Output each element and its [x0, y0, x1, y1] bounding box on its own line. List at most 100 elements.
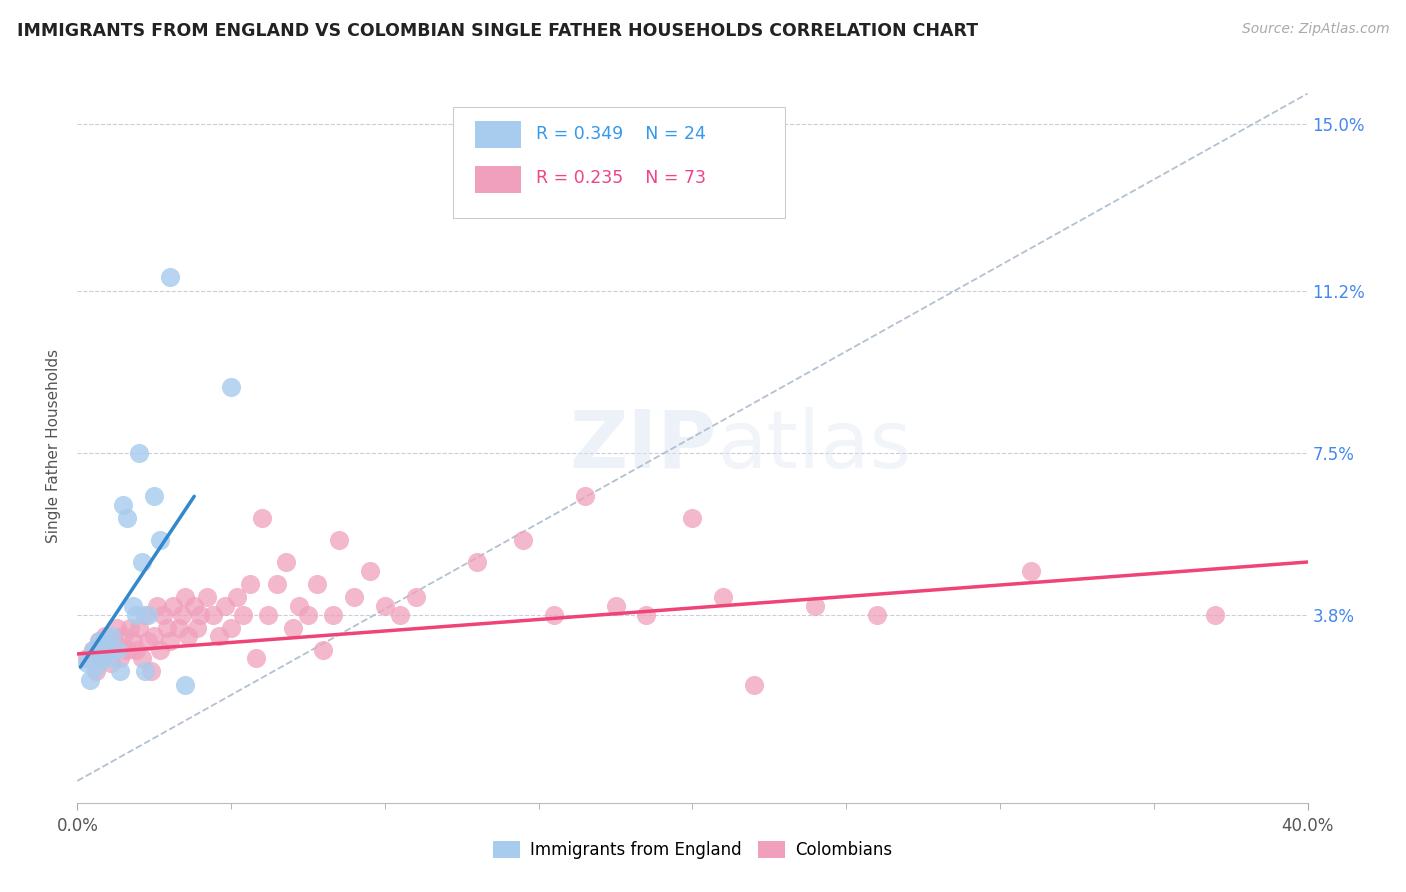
Point: [389, 607, 412, 622]
Point: [312, 642, 335, 657]
Point: [328, 533, 350, 548]
Point: [87, 633, 110, 648]
Point: [682, 511, 704, 525]
Point: [131, 651, 153, 665]
Point: [245, 651, 267, 665]
Point: [250, 511, 273, 525]
Text: Source: ZipAtlas.com: Source: ZipAtlas.com: [1241, 22, 1389, 37]
Point: [543, 607, 565, 622]
Point: [115, 642, 138, 657]
Point: [118, 621, 141, 635]
Point: [512, 533, 534, 548]
Point: [110, 665, 132, 679]
Text: atlas: atlas: [717, 407, 911, 485]
Point: [143, 629, 166, 643]
Point: [343, 590, 366, 604]
Point: [84, 660, 107, 674]
Point: [257, 607, 280, 622]
Point: [128, 621, 150, 635]
Point: [79, 673, 101, 688]
Point: [125, 607, 148, 622]
Point: [276, 555, 298, 569]
Point: [131, 555, 153, 569]
Point: [281, 621, 304, 635]
Point: [152, 607, 174, 622]
FancyBboxPatch shape: [475, 166, 522, 193]
Point: [804, 599, 827, 613]
Text: R = 0.235    N = 73: R = 0.235 N = 73: [536, 169, 706, 187]
Point: [405, 590, 427, 604]
Point: [465, 555, 488, 569]
Point: [239, 577, 262, 591]
Point: [87, 633, 110, 648]
Point: [159, 633, 181, 648]
Y-axis label: Single Father Households: Single Father Households: [46, 349, 62, 543]
Point: [134, 607, 156, 622]
Point: [188, 607, 212, 622]
Point: [195, 590, 218, 604]
Point: [605, 599, 627, 613]
Point: [143, 489, 166, 503]
Point: [574, 489, 596, 503]
Legend: Immigrants from England, Colombians: Immigrants from England, Colombians: [486, 834, 898, 866]
Point: [711, 590, 734, 604]
Point: [128, 445, 150, 459]
Point: [76, 656, 98, 670]
Point: [214, 599, 236, 613]
Point: [149, 642, 172, 657]
Point: [136, 633, 159, 648]
Point: [90, 651, 114, 665]
Point: [100, 656, 122, 670]
Point: [149, 533, 172, 548]
Point: [115, 511, 138, 525]
Point: [232, 607, 254, 622]
Point: [100, 629, 122, 643]
Point: [105, 621, 128, 635]
Point: [97, 651, 120, 665]
FancyBboxPatch shape: [475, 120, 522, 148]
Point: [636, 607, 658, 622]
Point: [1019, 564, 1042, 578]
Point: [97, 642, 120, 657]
Point: [134, 665, 156, 679]
Point: [288, 599, 311, 613]
Point: [170, 607, 193, 622]
Point: [121, 633, 143, 648]
Point: [266, 577, 288, 591]
Point: [201, 607, 224, 622]
Point: [103, 633, 125, 648]
Point: [76, 651, 98, 665]
Point: [112, 498, 135, 512]
Point: [208, 629, 231, 643]
Point: [1204, 607, 1226, 622]
Point: [125, 642, 148, 657]
Point: [112, 629, 135, 643]
Point: [159, 270, 181, 285]
Point: [297, 607, 319, 622]
Point: [866, 607, 889, 622]
Point: [94, 629, 117, 643]
Point: [167, 621, 190, 635]
Point: [174, 677, 197, 691]
Point: [136, 607, 159, 622]
Point: [82, 642, 104, 657]
Text: ZIP: ZIP: [569, 407, 717, 485]
Point: [146, 599, 169, 613]
Point: [121, 599, 143, 613]
Point: [105, 642, 128, 657]
Point: [374, 599, 396, 613]
Point: [155, 621, 177, 635]
Point: [219, 380, 242, 394]
Point: [226, 590, 249, 604]
Point: [307, 577, 329, 591]
Text: IMMIGRANTS FROM ENGLAND VS COLOMBIAN SINGLE FATHER HOUSEHOLDS CORRELATION CHART: IMMIGRANTS FROM ENGLAND VS COLOMBIAN SIN…: [17, 22, 979, 40]
Point: [162, 599, 184, 613]
Point: [322, 607, 344, 622]
Point: [110, 651, 132, 665]
Point: [82, 642, 104, 657]
Point: [186, 621, 208, 635]
FancyBboxPatch shape: [453, 107, 785, 218]
Point: [94, 633, 117, 648]
Point: [183, 599, 205, 613]
Text: R = 0.349    N = 24: R = 0.349 N = 24: [536, 125, 706, 143]
